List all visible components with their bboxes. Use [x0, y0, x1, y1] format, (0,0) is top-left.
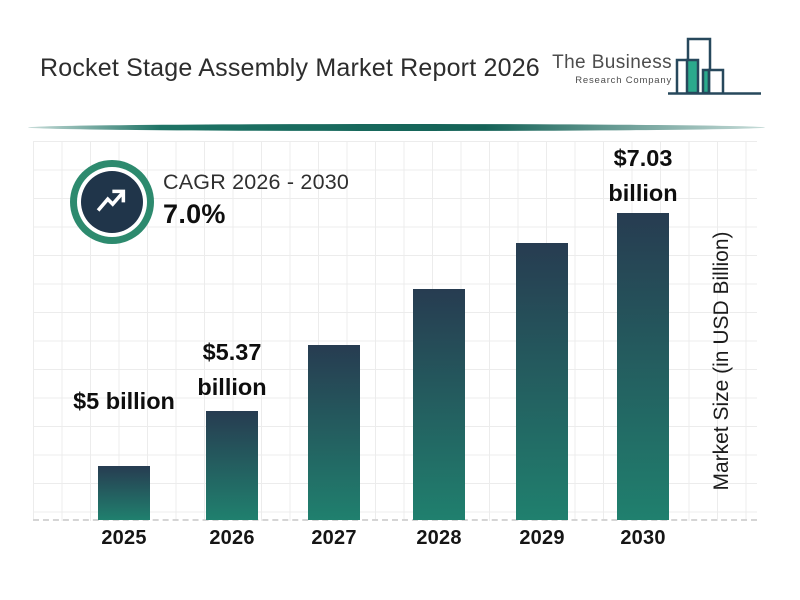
x-tick-2030: 2030	[620, 527, 666, 549]
bar-2025	[98, 466, 150, 520]
logo-text: The Business Research Company	[542, 52, 672, 86]
x-tick-2026: 2026	[209, 527, 255, 549]
badge-inner-ring	[77, 167, 147, 237]
bar-2028	[413, 289, 465, 520]
trending-up-icon	[96, 189, 126, 212]
cagr-period-label: CAGR 2026 - 2030	[163, 170, 350, 194]
page-title: Rocket Stage Assembly Market Report 2026	[40, 53, 540, 82]
badge-core	[81, 171, 143, 233]
logo-bars-icon	[668, 37, 761, 95]
bar-2026	[206, 411, 258, 520]
logo-company-tagline: Research Company	[575, 75, 672, 86]
bar-2030	[617, 213, 669, 520]
company-logo: The Business Research Company	[552, 30, 766, 102]
x-tick-2029: 2029	[519, 527, 565, 549]
bar-2027	[308, 345, 360, 520]
value-label-2026: $5.37 billion	[197, 339, 267, 400]
cagr-value: 7.0%	[163, 199, 226, 229]
bar-2029	[516, 243, 568, 520]
logo-company-name: The Business	[552, 52, 672, 73]
cagr-badge	[70, 160, 154, 244]
cagr-text-block: CAGR 2026 - 2030 7.0%	[163, 170, 349, 230]
x-tick-2028: 2028	[416, 527, 462, 549]
header-divider-rule	[28, 124, 765, 131]
value-label-2025: $5 billion	[73, 388, 175, 414]
x-tick-2025: 2025	[101, 527, 147, 549]
x-tick-2027: 2027	[311, 527, 357, 549]
y-axis-label: Market Size (in USD Billion)	[710, 231, 733, 491]
value-label-2030: $7.03 billion	[608, 145, 678, 206]
